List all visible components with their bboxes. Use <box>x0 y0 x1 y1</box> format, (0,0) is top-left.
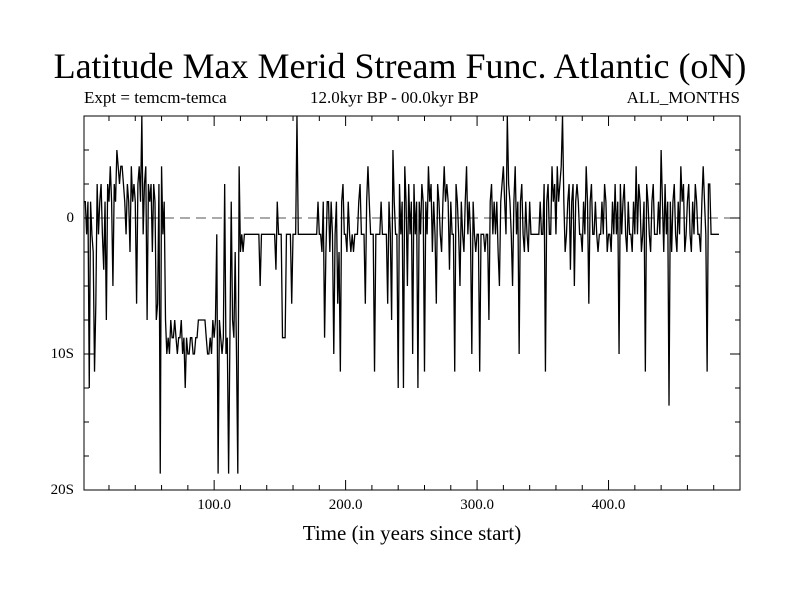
period-label: 12.0kyr BP - 00.0kyr BP <box>310 88 479 107</box>
months-label: ALL_MONTHS <box>626 88 740 107</box>
y-tick-label: 20S <box>50 482 74 498</box>
x-tick-label: 200.0 <box>328 497 363 513</box>
x-tick-label: 300.0 <box>460 497 494 513</box>
chart-title: Latitude Max Merid Stream Func. Atlantic… <box>53 46 747 86</box>
plot-frame <box>83 115 741 491</box>
x-axis-title: Time (in years since start) <box>302 521 522 545</box>
experiment-label: Expt = temcm-temca <box>84 88 227 107</box>
x-tick-label: 100.0 <box>197 497 232 513</box>
y-tick-label: 0 <box>66 210 75 226</box>
x-tick-label: 400.0 <box>591 497 626 513</box>
series-line-1 <box>84 115 719 474</box>
y-tick-label: 10S <box>50 346 74 362</box>
